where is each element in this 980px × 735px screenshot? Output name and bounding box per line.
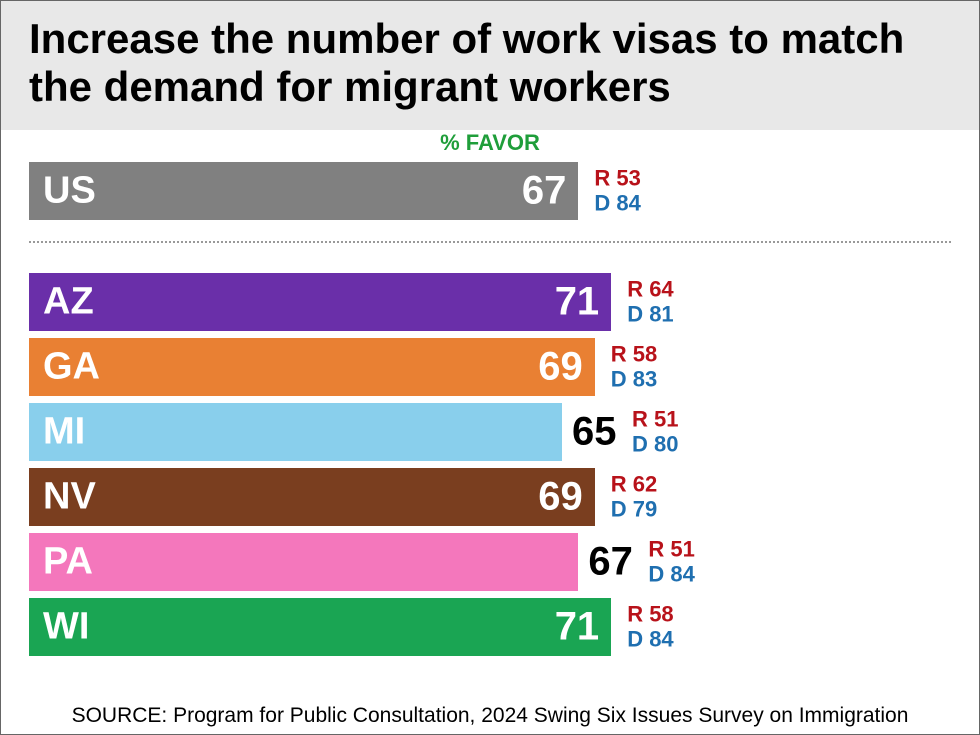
bar-row: NV 69 R 62D 79	[29, 468, 951, 526]
party-breakdown: R 58D 84	[617, 601, 673, 652]
bar-row: GA 69 R 58D 83	[29, 338, 951, 396]
d-value: D 84	[594, 191, 640, 216]
bar: GA 69	[29, 338, 595, 396]
favor-label: % FAVOR	[1, 130, 979, 156]
r-value: R 58	[627, 601, 673, 626]
party-breakdown: R 51D 84	[638, 536, 694, 587]
r-value: R 62	[611, 471, 657, 496]
r-value: R 51	[632, 406, 678, 431]
d-value: D 84	[648, 562, 694, 587]
bar: US 67	[29, 162, 578, 220]
bar: AZ 71	[29, 273, 611, 331]
party-breakdown: R 58D 83	[601, 341, 657, 392]
chart-title: Increase the number of work visas to mat…	[29, 15, 951, 112]
bar-area: AZ 71 R 64D 81	[29, 273, 849, 331]
bar: NV 69	[29, 468, 595, 526]
r-value: R 64	[627, 276, 673, 301]
states-section: AZ71R 64D 81GA69R 58D 83MI65R 51D 80NV69…	[29, 273, 951, 656]
bar: PA	[29, 533, 578, 591]
bar-area: US 67 R 53D 84	[29, 162, 849, 220]
source-text: SOURCE: Program for Public Consultation,…	[1, 704, 979, 728]
d-value: D 79	[611, 497, 657, 522]
bar-value: 69	[538, 474, 583, 519]
bar-row: WI 71 R 58D 84	[29, 598, 951, 656]
bar-area: NV 69 R 62D 79	[29, 468, 849, 526]
bar-area: PA67R 51D 84	[29, 533, 849, 591]
bar-label: GA	[29, 345, 100, 388]
bar-value: 71	[555, 279, 600, 324]
bar-row: MI65R 51D 80	[29, 403, 951, 461]
party-breakdown: R 62D 79	[601, 471, 657, 522]
d-value: D 80	[632, 432, 678, 457]
d-value: D 83	[611, 367, 657, 392]
bar-value: 71	[555, 604, 600, 649]
party-breakdown: R 53D 84	[584, 165, 640, 216]
d-value: D 84	[627, 627, 673, 652]
bar-value: 69	[538, 344, 583, 389]
bar-label: PA	[29, 540, 93, 583]
bar-row: PA67R 51D 84	[29, 533, 951, 591]
bar-value: 65	[562, 409, 617, 454]
bar: MI	[29, 403, 562, 461]
bar-area: MI65R 51D 80	[29, 403, 849, 461]
bar-label: US	[29, 169, 96, 212]
bar-value: 67	[578, 539, 633, 584]
bar-value: 67	[522, 168, 567, 213]
bar-area: WI 71 R 58D 84	[29, 598, 849, 656]
bar: WI 71	[29, 598, 611, 656]
bar-label: NV	[29, 475, 96, 518]
r-value: R 53	[594, 165, 640, 190]
r-value: R 51	[648, 536, 694, 561]
r-value: R 58	[611, 341, 657, 366]
bar-label: WI	[29, 605, 89, 648]
party-breakdown: R 64D 81	[617, 276, 673, 327]
chart-body: US67R 53D 84 AZ71R 64D 81GA69R 58D 83MI6…	[1, 162, 979, 656]
bar-row: US 67 R 53D 84	[29, 162, 951, 220]
bar-label: MI	[29, 410, 85, 453]
chart-header: Increase the number of work visas to mat…	[1, 1, 979, 130]
bar-row: AZ 71 R 64D 81	[29, 273, 951, 331]
us-section: US 67 R 53D 84	[29, 162, 951, 243]
bar-area: GA 69 R 58D 83	[29, 338, 849, 396]
bar-label: AZ	[29, 280, 94, 323]
party-breakdown: R 51D 80	[622, 406, 678, 457]
d-value: D 81	[627, 302, 673, 327]
